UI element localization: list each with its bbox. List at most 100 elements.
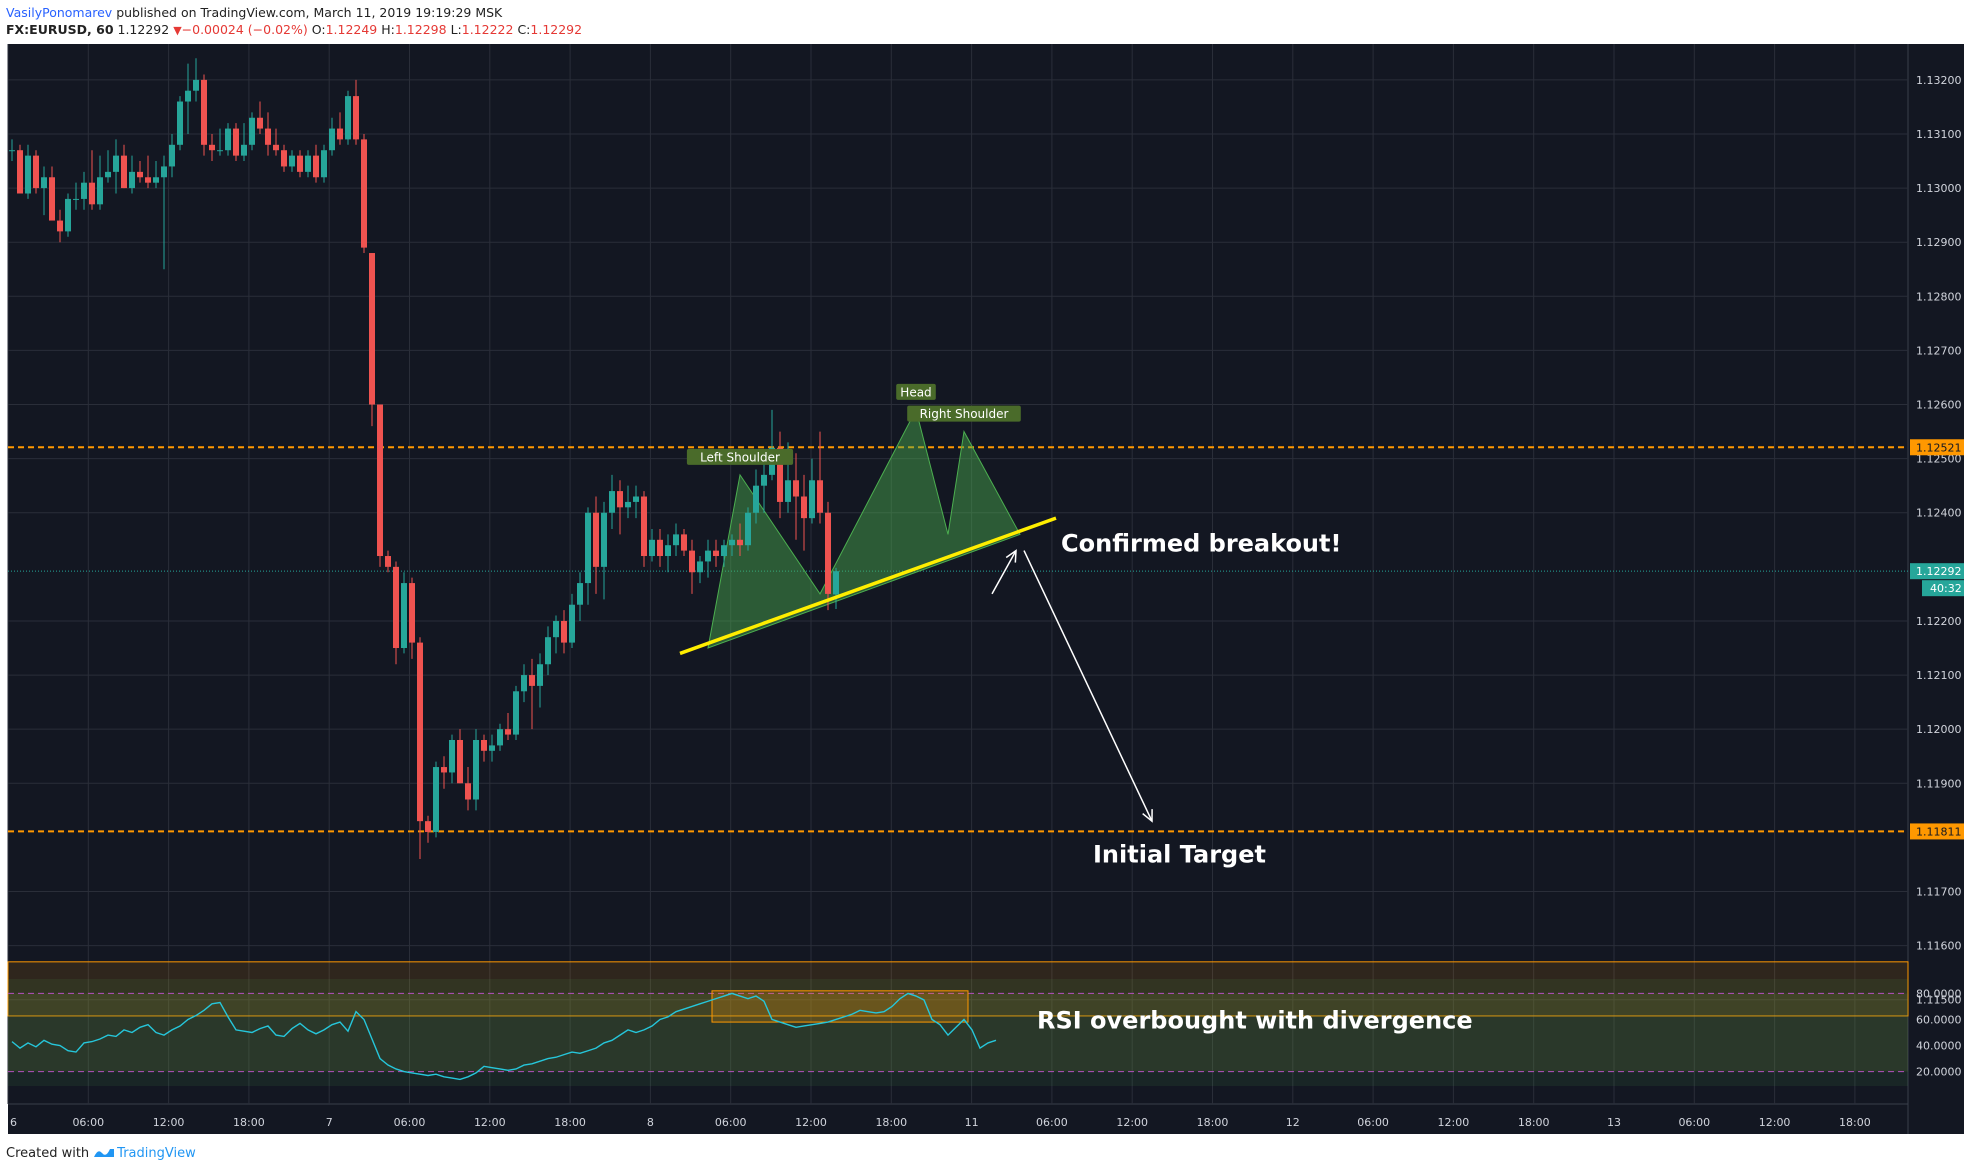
candle-body bbox=[57, 220, 63, 232]
candle-body bbox=[801, 496, 807, 519]
candle-body bbox=[241, 144, 247, 156]
candle-body bbox=[65, 198, 71, 232]
price-tick: 1.12100 bbox=[1916, 669, 1962, 682]
candle-body bbox=[465, 783, 471, 800]
candle-body bbox=[785, 480, 791, 502]
trendline-layer bbox=[679, 516, 1057, 656]
candle-body bbox=[449, 739, 455, 773]
candle-body bbox=[817, 480, 823, 513]
horizontal-levels bbox=[8, 446, 1908, 833]
candle-body bbox=[473, 739, 479, 800]
candle-body bbox=[681, 534, 687, 551]
candle-body bbox=[361, 139, 367, 248]
candle-body bbox=[729, 539, 735, 546]
candle-body bbox=[89, 182, 95, 205]
time-tick: 12:00 bbox=[1759, 1116, 1791, 1129]
annotation-text: Confirmed breakout! bbox=[1061, 530, 1341, 558]
candle-body bbox=[833, 571, 839, 595]
price-tick: 1.12000 bbox=[1916, 723, 1962, 736]
time-tick: 18:00 bbox=[875, 1116, 907, 1129]
time-axis-labels: 6 06:00 12:00 18:00 7 06:00 12:00 18:00 8 06:00 12… bbox=[10, 1116, 1871, 1129]
price-axis-labels: 1.13200 1.13100 1.13000 1.12900 1.12800 1.127… bbox=[1910, 74, 1964, 1079]
time-tick: 12:00 bbox=[1438, 1116, 1470, 1129]
close-label: C: bbox=[517, 22, 531, 37]
rsi-line bbox=[11, 992, 997, 1081]
time-tick: 18:00 bbox=[1839, 1116, 1871, 1129]
last-price-tag bbox=[1910, 563, 1964, 580]
candle-body bbox=[561, 620, 567, 643]
time-tick: 06:00 bbox=[72, 1116, 104, 1129]
last-price-text: 1.12292 bbox=[117, 22, 170, 37]
candle-body bbox=[425, 821, 431, 832]
candle-body bbox=[641, 496, 647, 557]
candle-body bbox=[649, 539, 655, 557]
candle-body bbox=[393, 566, 399, 649]
candle-body bbox=[793, 480, 799, 497]
plot-background bbox=[8, 44, 1908, 1134]
candle-body bbox=[521, 675, 527, 692]
rsi-tick: 60.0000 bbox=[1916, 1013, 1962, 1026]
candle-body bbox=[593, 512, 599, 567]
arrows bbox=[991, 549, 1153, 823]
candle-body bbox=[249, 117, 255, 145]
candle-body bbox=[257, 117, 263, 129]
pattern-label: Left Shoulder bbox=[700, 450, 780, 464]
candle-body bbox=[601, 512, 607, 567]
annotation-text: Initial Target bbox=[1093, 841, 1266, 869]
price-tick: 1.12500 bbox=[1916, 453, 1962, 466]
low-label: L: bbox=[450, 22, 462, 37]
candle-body bbox=[121, 155, 127, 189]
publish-info: VasilyPonomarev published on TradingView… bbox=[6, 5, 502, 20]
candle-body bbox=[201, 79, 207, 145]
price-tick: 1.13100 bbox=[1916, 128, 1962, 141]
price-tick: 1.12600 bbox=[1916, 399, 1962, 412]
author-link[interactable]: VasilyPonomarev bbox=[6, 5, 113, 20]
candle-body bbox=[217, 150, 223, 152]
candle-body bbox=[489, 745, 495, 751]
rsi-tick: 80.0000 bbox=[1916, 987, 1962, 1000]
pattern-label: Head bbox=[900, 385, 931, 399]
price-tick: 1.11500 bbox=[1916, 994, 1962, 1007]
last-price-text: 1.12292 bbox=[1916, 565, 1962, 578]
tradingview-link[interactable]: TradingView bbox=[117, 1146, 196, 1161]
candle-body bbox=[625, 501, 631, 508]
countdown-text: 40:32 bbox=[1930, 582, 1962, 595]
candle-body bbox=[105, 171, 111, 178]
symbol-info: FX:EURUSD, 60 1.12292 ▼−0.00024 (−0.02%)… bbox=[6, 22, 582, 37]
candle-body bbox=[129, 171, 135, 189]
candle-body bbox=[409, 583, 415, 643]
candle-body bbox=[321, 150, 327, 178]
candle-body bbox=[705, 550, 711, 562]
symbol-name: FX:EURUSD, 60 bbox=[6, 22, 114, 37]
level-price-text: 1.12521 bbox=[1916, 441, 1962, 454]
candle-body bbox=[665, 545, 671, 557]
candle-body bbox=[809, 480, 815, 519]
candle-body bbox=[145, 177, 151, 183]
candle-body bbox=[161, 166, 167, 178]
candle-body bbox=[185, 90, 191, 102]
lower-panel bbox=[7, 961, 1909, 1017]
tradingview-logo-icon bbox=[94, 1149, 115, 1157]
candle-body bbox=[505, 729, 511, 735]
candle-body bbox=[721, 545, 727, 557]
price-tick: 1.11900 bbox=[1916, 777, 1962, 790]
candle-body bbox=[481, 739, 487, 751]
footer-credit: Created with TradingView bbox=[6, 1146, 196, 1161]
pattern-labels: Left Shoulder Head Right Shoulder bbox=[686, 383, 1021, 465]
pattern-label-box bbox=[686, 448, 794, 465]
price-tick: 1.13200 bbox=[1916, 74, 1962, 87]
candle-body bbox=[529, 675, 535, 686]
candle-body bbox=[545, 637, 551, 665]
pattern-label-box bbox=[907, 405, 1021, 422]
candle-body bbox=[617, 491, 623, 508]
price-chart[interactable]: Left Shoulder Head Right Shoulder Confirme… bbox=[0, 42, 1972, 1146]
candle-body bbox=[633, 496, 639, 502]
candle-body bbox=[385, 556, 391, 567]
candle-body bbox=[433, 767, 439, 832]
candle-body bbox=[657, 539, 663, 557]
rsi-tick: 40.0000 bbox=[1916, 1040, 1962, 1053]
candle-body bbox=[41, 177, 47, 189]
arrow-line bbox=[991, 550, 1017, 595]
time-tick: 12:00 bbox=[474, 1116, 506, 1129]
candle-body bbox=[49, 177, 55, 221]
